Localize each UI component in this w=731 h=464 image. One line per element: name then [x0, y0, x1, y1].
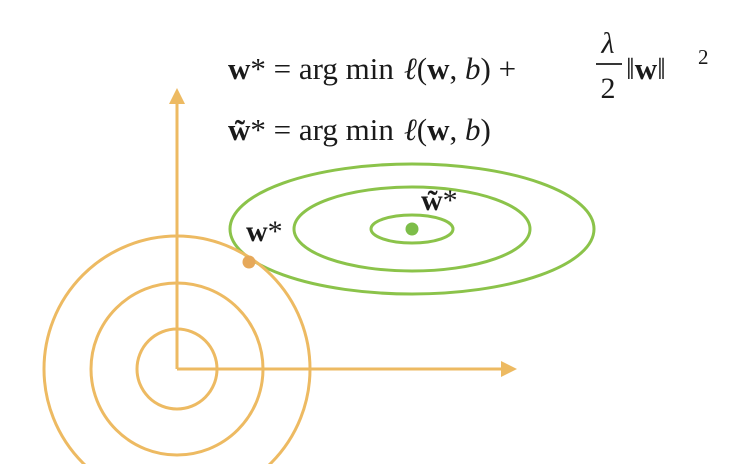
eq2-w-tilde: w̃ [228, 112, 251, 147]
eq1-argmin: = arg min [266, 51, 394, 86]
eq2-argmin: = arg min [266, 112, 394, 147]
eq2-loss: ℓ [404, 112, 417, 147]
eq1-star: * [250, 51, 266, 86]
eq2-star: * [250, 112, 266, 147]
y-axis-arrow-icon [169, 88, 185, 104]
w-star-label: w* [246, 215, 283, 248]
eq1-squared: 2 [698, 45, 709, 69]
w-star-point [243, 256, 256, 269]
w-tilde-star-label: w̃* [421, 184, 458, 217]
eq1-lambda: λ [601, 27, 615, 60]
eq1-two: 2 [601, 72, 616, 105]
equation-unregularized: w̃* = arg min ℓ(w, b) [228, 112, 491, 147]
w-tilde-star-point [406, 223, 419, 236]
equation-regularized: w* = arg min ℓ(w, b) + [228, 51, 516, 86]
eq1-loss: ℓ [404, 51, 417, 86]
x-axis-arrow-icon [501, 361, 517, 377]
eq1-w: w [228, 51, 251, 86]
eq1-norm: ‖w‖ [626, 51, 666, 86]
